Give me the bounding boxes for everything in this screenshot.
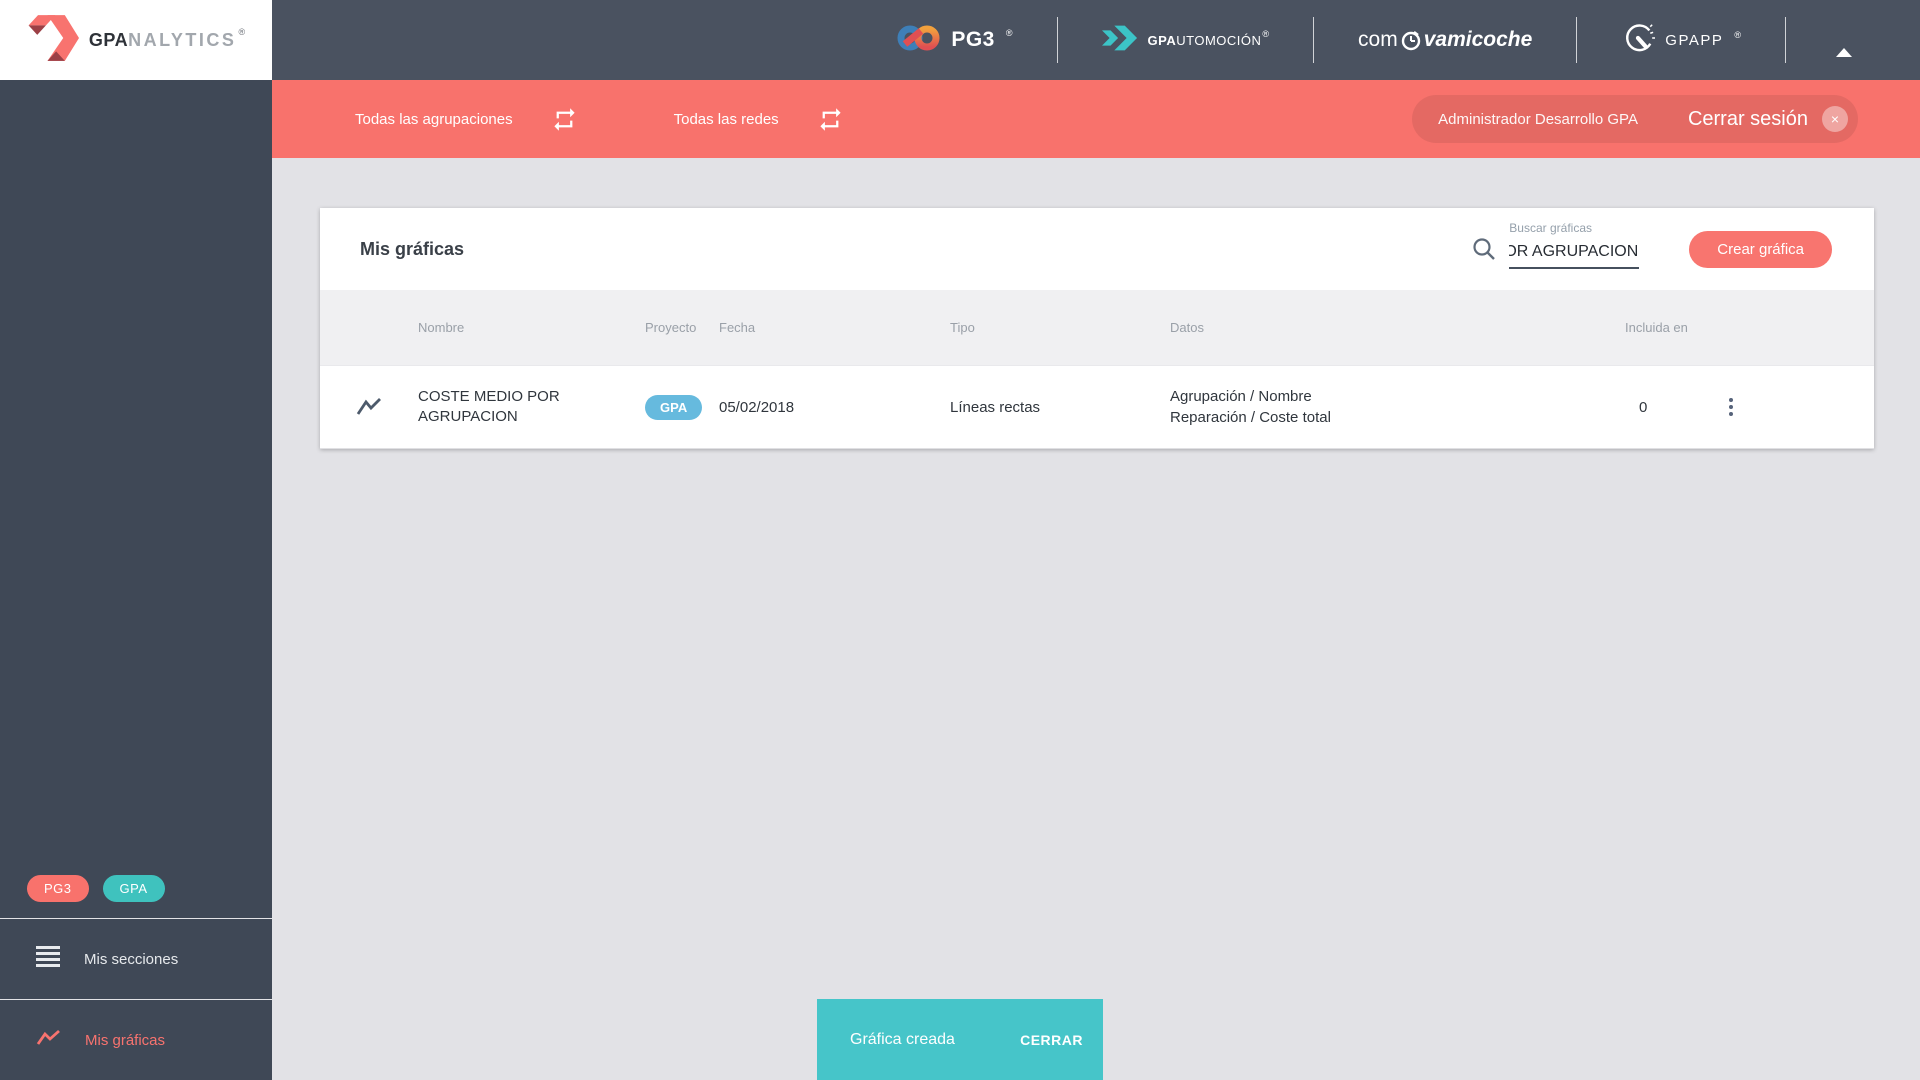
filter-bar: Todas las agrupaciones Todas las redes A… <box>272 80 1920 158</box>
cell-fecha: 05/02/2018 <box>719 398 795 416</box>
create-chart-button[interactable]: Crear gráfica <box>1689 230 1832 268</box>
sidebar-item-label: Mis secciones <box>84 950 179 968</box>
brand-gpa: GPA <box>88 29 129 50</box>
search-input-box: OR AGRUPACION <box>1509 243 1640 269</box>
table-header-row: Nombre Proyecto Fecha Tipo Datos Incluid… <box>320 290 1874 365</box>
comprovamicoche-post: vamicoche <box>1423 28 1533 51</box>
sidebar: PG3 GPA Mis secciones <box>0 80 272 1080</box>
cell-incluida-en: 0 <box>1639 398 1648 416</box>
brand-nalytics: NALYTICS <box>128 29 237 50</box>
sidebar-item-label: Mis gráficas <box>85 1031 166 1049</box>
topbar-divider <box>1785 17 1786 63</box>
cell-datos: Agrupación / Nombre Reparación / Coste t… <box>1170 388 1331 426</box>
pg3-registered-mark: ® <box>1005 28 1013 38</box>
gpapp-label: GPAPP <box>1665 31 1724 49</box>
badge-pg3: PG3 <box>27 875 89 902</box>
gpapp-gauge-icon <box>1621 20 1656 61</box>
pg3-logo[interactable]: PG3 ® <box>897 23 1013 58</box>
card-header-actions: Buscar gráficas OR AGRUPACION Crear gráf… <box>1471 221 1832 269</box>
cell-proyecto: GPA <box>645 394 719 420</box>
charts-card: Mis gráficas Buscar gráficas OR AGRUPACI… <box>320 208 1874 449</box>
table-header-nombre: Nombre <box>418 320 465 335</box>
project-badge: GPA <box>645 394 703 420</box>
logout-button[interactable]: Cerrar sesión <box>1687 107 1808 130</box>
sidebar-badges: PG3 GPA <box>0 875 272 918</box>
partner-logos: PG3 ® GPA UTOMOCIÓN ® com <box>897 17 1858 63</box>
search-input-value: OR AGRUPACION <box>1509 243 1639 260</box>
pg3-infinity-icon <box>897 23 941 58</box>
topbar-divider <box>1056 17 1058 63</box>
sidebar-item-mis-graficas[interactable]: Mis gráficas <box>0 1000 272 1080</box>
swap-icon <box>820 107 841 131</box>
swap-agrupaciones-button[interactable] <box>551 106 578 133</box>
badge-gpa: GPA <box>102 875 165 902</box>
chart-line-icon <box>320 397 418 417</box>
gpautomocion-label: UTOMOCIÓN <box>1176 32 1262 48</box>
gpapp-logo[interactable]: GPAPP ® <box>1621 20 1741 61</box>
topbar-divider <box>1313 17 1315 63</box>
swap-icon <box>553 107 575 131</box>
search-input[interactable]: Buscar gráficas OR AGRUPACION <box>1509 221 1640 269</box>
search-icon <box>1471 236 1497 262</box>
main-content: Mis gráficas Buscar gráficas OR AGRUPACI… <box>272 158 1920 1080</box>
table-header-tipo: Tipo <box>950 320 975 335</box>
gpapp-registered-mark: ® <box>1734 30 1741 40</box>
table-header-proyecto: Proyecto <box>645 320 697 335</box>
snackbar-close-button[interactable]: CERRAR <box>1012 1024 1091 1056</box>
gpanalytics-logo[interactable]: GPA NALYTICS ® <box>0 0 272 80</box>
kebab-icon <box>1729 398 1733 402</box>
gpautomocion-arrow-icon <box>1101 22 1138 59</box>
gpautomocion-label-bold: GPA <box>1147 32 1177 48</box>
snackbar-message: Gráfica creada <box>850 1030 955 1048</box>
cell-tipo: Líneas rectas <box>950 398 1041 416</box>
cell-nombre: COSTE MEDIO POR AGRUPACION <box>418 387 560 425</box>
user-session-pill: Administrador Desarrollo GPA Cerrar sesi… <box>1412 95 1858 143</box>
gpautomocion-logo[interactable]: GPA UTOMOCIÓN ® <box>1101 22 1270 59</box>
filter-redes-label: Todas las redes <box>673 110 779 128</box>
collapse-header-button[interactable] <box>1830 27 1858 57</box>
pg3-label: PG3 <box>951 28 995 51</box>
filter-redes[interactable]: Todas las redes <box>674 106 844 133</box>
filter-agrupaciones[interactable]: Todas las agrupaciones <box>355 106 578 133</box>
comprovamicoche-logo[interactable]: com vamicoche <box>1358 28 1532 52</box>
chart-line-icon <box>36 1029 61 1052</box>
table-row[interactable]: COSTE MEDIO POR AGRUPACION GPA 05/02/201… <box>320 365 1874 449</box>
brand-registered-mark: ® <box>238 26 246 37</box>
card-header: Mis gráficas Buscar gráficas OR AGRUPACI… <box>320 208 1874 290</box>
gpautomocion-registered-mark: ® <box>1262 28 1270 39</box>
row-menu-button[interactable] <box>1717 392 1745 422</box>
table-header-fecha: Fecha <box>719 320 756 335</box>
table-header-incluida-en: Incluida en <box>1625 320 1688 335</box>
page-title: Mis gráficas <box>360 238 465 259</box>
clock-icon <box>1400 29 1422 51</box>
menu-icon <box>36 946 60 972</box>
search-input-label: Buscar gráficas <box>1509 221 1592 235</box>
filter-agrupaciones-label: Todas las agrupaciones <box>355 110 513 128</box>
cell-menu <box>1717 392 1874 422</box>
logout-close-icon[interactable]: × <box>1822 106 1848 132</box>
comprovamicoche-pre: com <box>1358 28 1398 51</box>
sidebar-item-mis-secciones[interactable]: Mis secciones <box>0 919 272 999</box>
sidebar-divider <box>0 999 272 1000</box>
sidebar-bottom: PG3 GPA Mis secciones <box>0 875 272 1080</box>
swap-redes-button[interactable] <box>817 106 844 133</box>
snackbar: Gráfica creada CERRAR <box>817 999 1103 1080</box>
topbar-divider <box>1576 17 1578 63</box>
gpanalytics-arrow-icon <box>27 14 79 66</box>
user-name: Administrador Desarrollo GPA <box>1438 110 1638 128</box>
chevron-up-icon <box>1836 32 1852 57</box>
table-header-datos: Datos <box>1170 320 1204 335</box>
sidebar-divider <box>0 918 272 919</box>
top-bar: GPA NALYTICS ® PG <box>0 0 1920 80</box>
